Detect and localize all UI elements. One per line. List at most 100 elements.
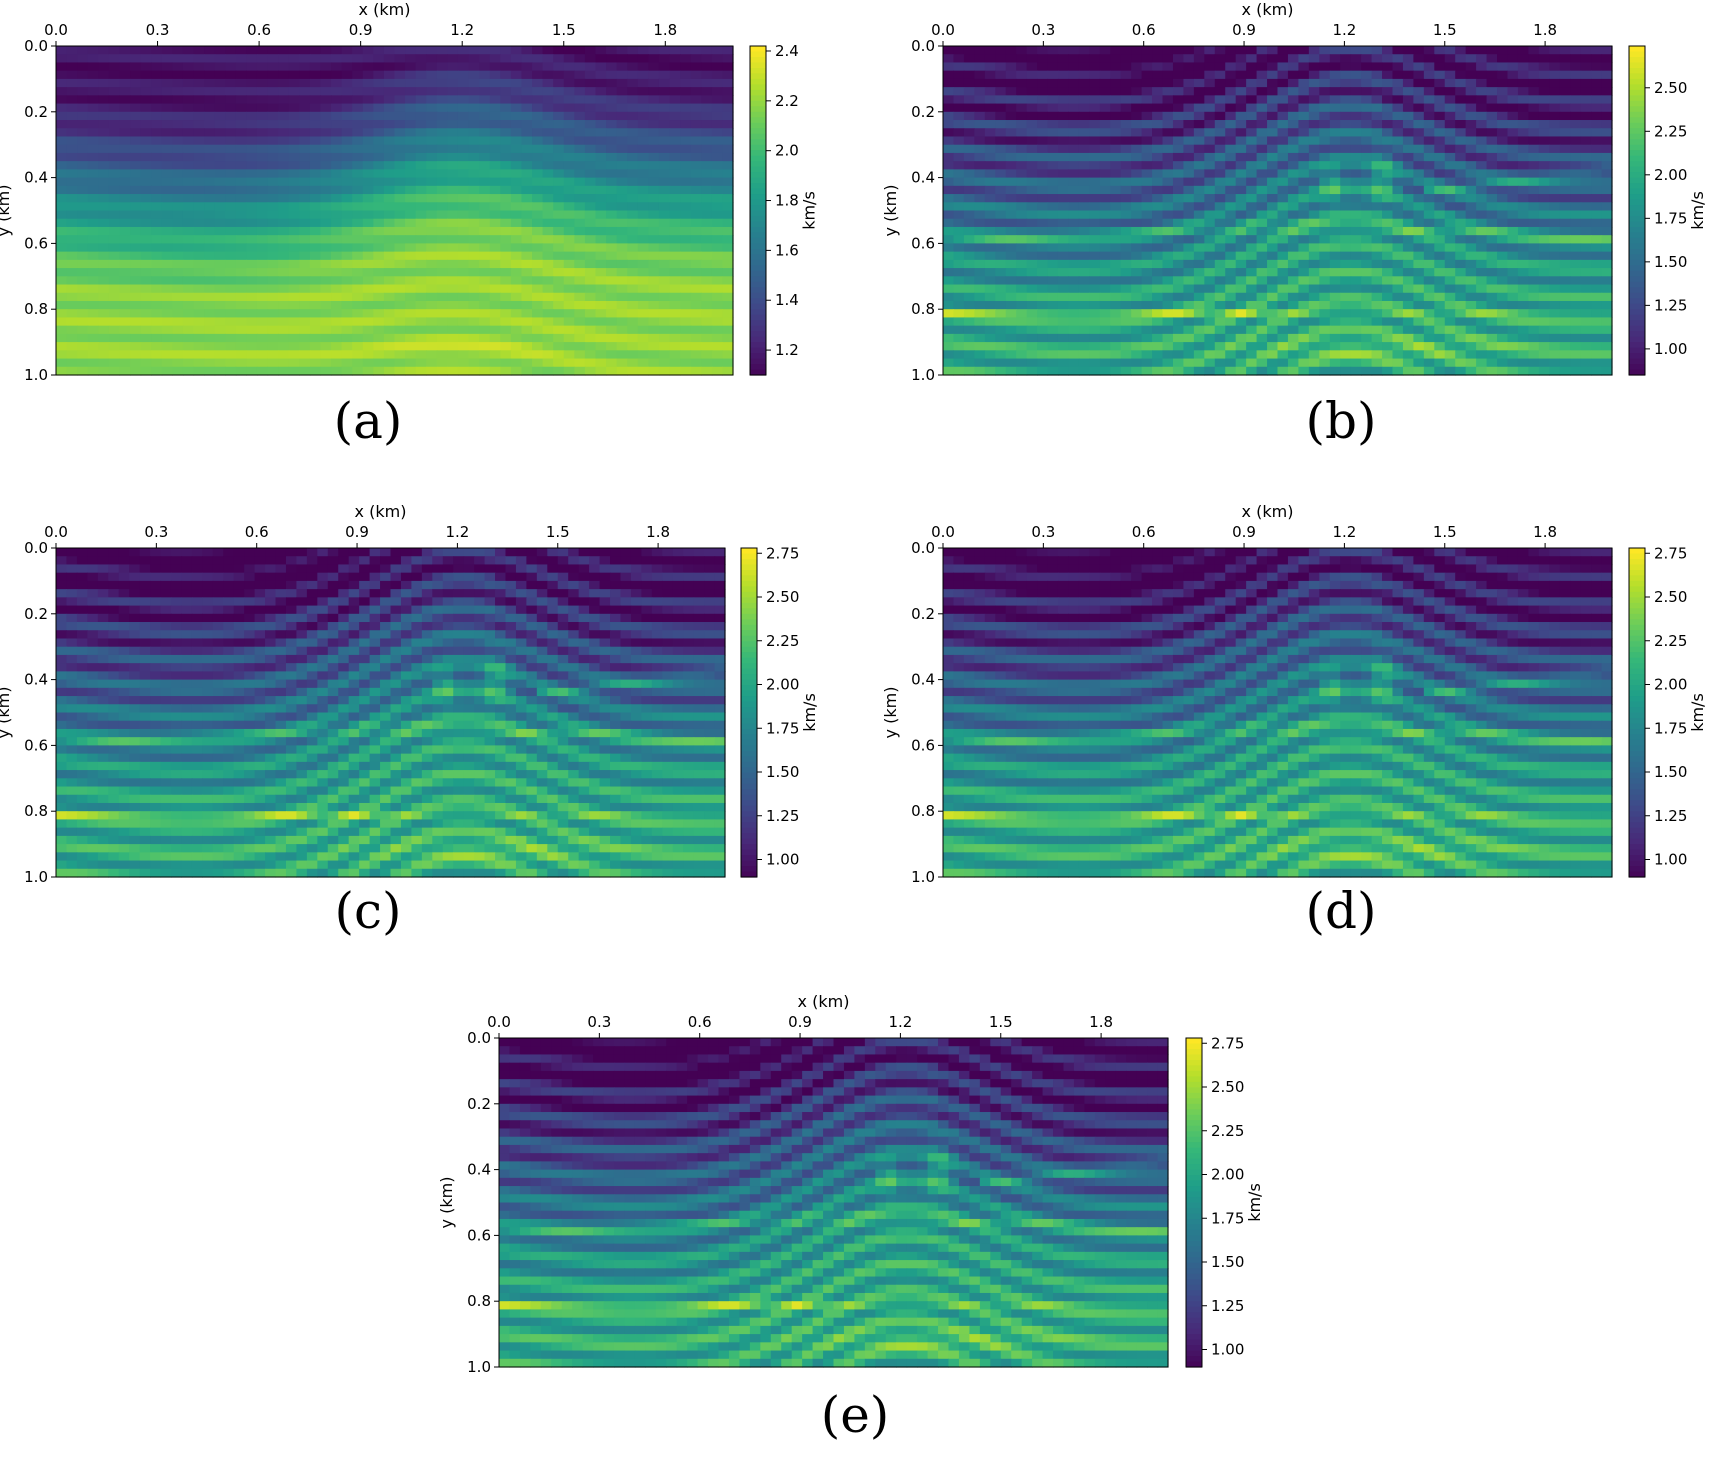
- heatmap-cell: [943, 309, 955, 319]
- heatmap-cell: [373, 366, 385, 376]
- heatmap-cell: [1507, 136, 1519, 146]
- heatmap-cell: [1444, 103, 1456, 113]
- heatmap-cell: [1057, 251, 1070, 261]
- heatmap-cell: [574, 292, 586, 302]
- heatmap-cell: [130, 276, 142, 286]
- heatmap-cell: [1214, 161, 1226, 170]
- heatmap-cell: [595, 366, 607, 376]
- heatmap-cell: [943, 300, 955, 310]
- heatmap-cell: [1078, 292, 1090, 302]
- heatmap-cell: [1057, 54, 1070, 64]
- heatmap-cell: [1089, 218, 1101, 228]
- heatmap-cell: [627, 111, 639, 121]
- heatmap-cell: [1517, 309, 1529, 319]
- heatmap-cell: [1078, 284, 1090, 294]
- heatmap-cell: [595, 194, 607, 203]
- heatmap-cell: [1580, 251, 1592, 261]
- heatmap-cell: [457, 259, 470, 269]
- heatmap-cell: [1256, 95, 1268, 105]
- heatmap-cell: [1005, 111, 1017, 121]
- heatmap-cell: [77, 46, 89, 55]
- heatmap-cell: [595, 309, 607, 319]
- heatmap-cell: [278, 194, 290, 203]
- heatmap-cell: [225, 78, 237, 88]
- heatmap-cell: [256, 78, 269, 88]
- heatmap-cell: [701, 54, 713, 64]
- heatmap-cell: [1528, 54, 1540, 64]
- heatmap-cell: [1549, 243, 1561, 253]
- heatmap-cell: [648, 317, 660, 327]
- heatmap-cell: [426, 218, 438, 228]
- heatmap-cell: [984, 95, 996, 105]
- heatmap-cell: [943, 120, 955, 129]
- heatmap-cell: [66, 161, 78, 170]
- heatmap-cell: [256, 54, 269, 64]
- heatmap-cell: [1392, 161, 1404, 170]
- heatmap-cell: [489, 226, 501, 236]
- heatmap-cell: [1559, 210, 1571, 220]
- heatmap-cell: [1423, 218, 1435, 228]
- heatmap-cell: [627, 95, 639, 105]
- heatmap-cell: [1152, 226, 1164, 236]
- heatmap-cell: [415, 169, 427, 179]
- heatmap-cell: [1172, 342, 1185, 351]
- heatmap-cell: [1591, 268, 1603, 277]
- heatmap-cell: [130, 87, 142, 96]
- heatmap-cell: [1319, 309, 1331, 319]
- heatmap-cell: [1507, 226, 1519, 236]
- heatmap-cell: [1256, 70, 1268, 80]
- heatmap-cell: [1287, 235, 1299, 244]
- heatmap-cell: [214, 136, 226, 146]
- heatmap-cell: [1183, 276, 1195, 286]
- heatmap-cell: [510, 152, 523, 162]
- heatmap-cell: [309, 358, 322, 368]
- heatmap-cell: [500, 46, 512, 55]
- heatmap-cell: [87, 78, 99, 88]
- heatmap-cell: [1152, 87, 1164, 96]
- heatmap-cell: [225, 103, 237, 113]
- heatmap-cell: [108, 350, 121, 360]
- heatmap-cell: [278, 185, 290, 195]
- heatmap-cell: [500, 194, 512, 203]
- heatmap-cell: [1110, 95, 1122, 105]
- heatmap-cell: [616, 292, 628, 302]
- heatmap-cell: [1570, 325, 1582, 335]
- heatmap-cell: [532, 284, 544, 294]
- heatmap-cell: [616, 46, 628, 55]
- heatmap-cell: [151, 333, 163, 343]
- panel-b: 0.0 0.3 0.6 0.9 1.2 1.5 1.8x (km)0.00.20.40.60…: [881, 0, 1707, 450]
- heatmap-cell: [151, 243, 163, 253]
- heatmap-cell: [1350, 62, 1362, 72]
- heatmap-cell: [1455, 251, 1467, 261]
- heatmap-cell: [542, 103, 554, 113]
- heatmap-cell: [1402, 54, 1414, 64]
- heatmap-cell: [1193, 309, 1205, 319]
- heatmap-cell: [87, 325, 99, 335]
- heatmap-cell: [1497, 169, 1509, 179]
- heatmap-cell: [140, 144, 152, 154]
- heatmap-cell: [489, 333, 501, 343]
- heatmap-cell: [1329, 268, 1341, 277]
- heatmap-cell: [1570, 46, 1582, 55]
- heatmap-cell: [267, 136, 279, 146]
- heatmap-cell: [532, 251, 544, 261]
- heatmap-cell: [637, 185, 649, 195]
- heatmap-cell: [1005, 46, 1017, 55]
- heatmap-cell: [648, 87, 660, 96]
- heatmap-cell: [415, 185, 427, 195]
- heatmap-cell: [1455, 226, 1467, 236]
- heatmap-cell: [711, 169, 724, 179]
- heatmap-cell: [288, 177, 300, 187]
- heatmap-cell: [574, 309, 586, 319]
- heatmap-cell: [415, 342, 427, 351]
- heatmap-cell: [193, 366, 205, 376]
- heatmap-cell: [1570, 292, 1582, 302]
- heatmap-cell: [1005, 218, 1017, 228]
- heatmap-cell: [66, 358, 78, 368]
- heatmap-cell: [161, 210, 173, 220]
- heatmap-cell: [130, 268, 142, 277]
- heatmap-cell: [468, 276, 480, 286]
- heatmap-cell: [1141, 78, 1153, 88]
- heatmap-cell: [1319, 218, 1331, 228]
- heatmap-cell: [1057, 87, 1070, 96]
